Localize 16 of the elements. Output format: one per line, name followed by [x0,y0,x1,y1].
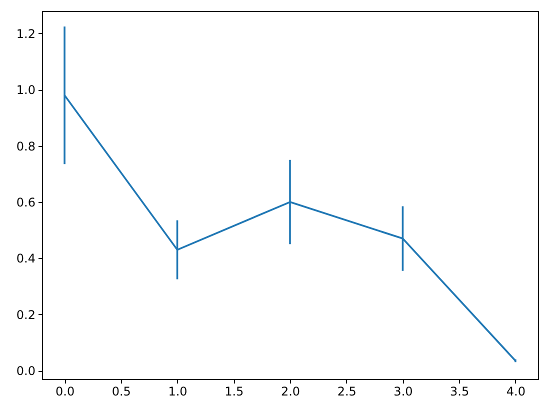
x-tick-label: 0.5 [112,384,131,398]
x-tick-label: 4.0 [506,384,526,398]
x-tick-label: 3.0 [394,384,413,398]
y-tick-label: 0.2 [16,308,36,322]
y-tick-label: 1.2 [16,26,36,41]
x-tick-label: 1.0 [168,384,188,398]
y-tick-label: 0.6 [16,196,36,210]
x-tick-label: 0.0 [56,384,75,398]
y-tick-label: 0.0 [16,364,36,378]
y-tick-label: 0.8 [16,139,36,154]
x-tick-label: 1.5 [224,384,244,398]
x-tick-label: 2.5 [337,384,356,398]
y-tick-label: 0.4 [16,252,36,266]
y-tick-label: 1.0 [16,83,36,98]
x-tick-label: 3.5 [450,384,470,398]
x-tick-label: 2.0 [280,384,300,398]
